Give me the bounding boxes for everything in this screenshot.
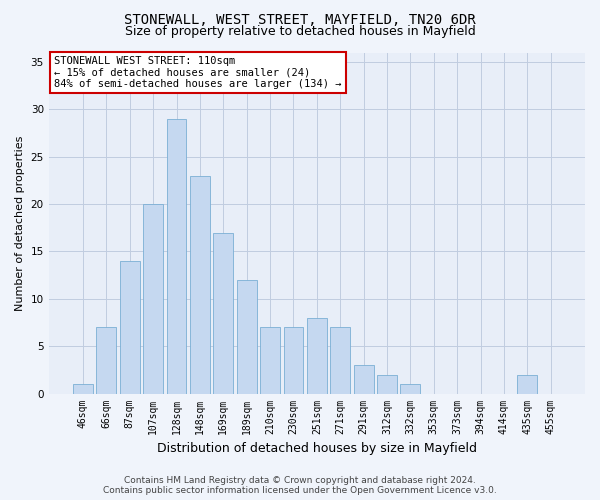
Bar <box>214 232 233 394</box>
Bar <box>167 119 187 394</box>
Bar <box>284 327 304 394</box>
Bar <box>400 384 421 394</box>
Text: Contains HM Land Registry data © Crown copyright and database right 2024.
Contai: Contains HM Land Registry data © Crown c… <box>103 476 497 495</box>
Bar <box>260 327 280 394</box>
X-axis label: Distribution of detached houses by size in Mayfield: Distribution of detached houses by size … <box>157 442 477 455</box>
Bar <box>143 204 163 394</box>
Bar <box>517 374 537 394</box>
Text: STONEWALL WEST STREET: 110sqm
← 15% of detached houses are smaller (24)
84% of s: STONEWALL WEST STREET: 110sqm ← 15% of d… <box>54 56 341 89</box>
Bar <box>237 280 257 394</box>
Bar <box>377 374 397 394</box>
Bar <box>97 327 116 394</box>
Text: STONEWALL, WEST STREET, MAYFIELD, TN20 6DR: STONEWALL, WEST STREET, MAYFIELD, TN20 6… <box>124 12 476 26</box>
Bar <box>73 384 93 394</box>
Y-axis label: Number of detached properties: Number of detached properties <box>15 136 25 310</box>
Bar <box>190 176 210 394</box>
Text: Size of property relative to detached houses in Mayfield: Size of property relative to detached ho… <box>125 25 475 38</box>
Bar <box>307 318 327 394</box>
Bar <box>330 327 350 394</box>
Bar <box>353 365 374 394</box>
Bar <box>120 261 140 394</box>
